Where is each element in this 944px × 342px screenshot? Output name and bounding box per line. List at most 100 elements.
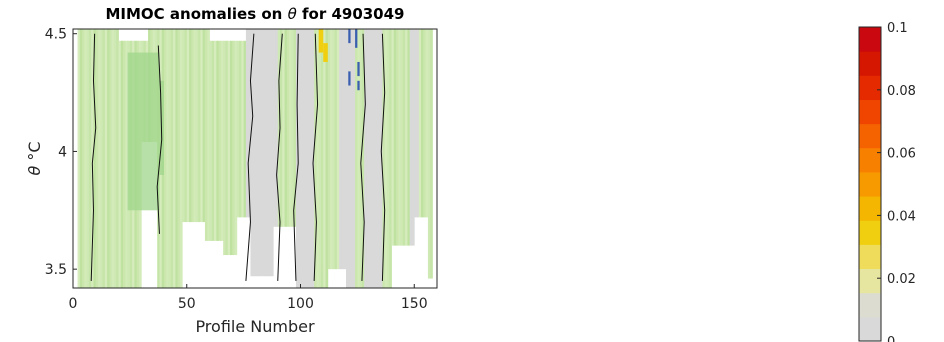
- profile-column: [98, 29, 101, 288]
- hot-anomaly-cell: [323, 43, 328, 62]
- profile-column: [191, 29, 194, 223]
- profile-column: [211, 40, 215, 241]
- profile-column: [418, 29, 422, 218]
- profile-column: [202, 29, 206, 223]
- colorbar-segment: [859, 268, 881, 294]
- profile-column: [393, 29, 397, 246]
- contour-lines: [90, 33, 386, 281]
- profile-column: [164, 29, 167, 288]
- profile-column: [189, 29, 192, 223]
- profile-column: [86, 29, 90, 288]
- profile-column: [100, 29, 103, 288]
- colorbar-segment: [859, 196, 881, 221]
- profile-column: [298, 29, 301, 288]
- profile-column: [284, 29, 288, 227]
- profile-column: [248, 29, 251, 218]
- profile-column: [320, 29, 324, 288]
- profile-column: [348, 29, 351, 288]
- negative-anomaly-cell: [355, 29, 358, 48]
- colorbar-tick-label: 0.02: [887, 272, 916, 287]
- y-axis-label: θ °C: [25, 141, 44, 175]
- profile-column: [216, 40, 219, 241]
- profile-column: [95, 29, 99, 288]
- colorbar-tick-label: 0: [887, 335, 895, 342]
- profile-column: [398, 29, 401, 246]
- profile-column: [427, 29, 431, 279]
- colorbar-segment: [859, 292, 881, 318]
- profile-column: [416, 29, 420, 218]
- profile-column: [123, 40, 126, 288]
- contour-line: [293, 33, 299, 281]
- profile-column: [280, 29, 283, 227]
- profile-column: [111, 29, 115, 288]
- profile-column: [366, 29, 370, 288]
- chart-title-symbol: θ: [288, 5, 297, 23]
- profile-column: [125, 40, 128, 288]
- colorbar-segment: [859, 171, 881, 197]
- profile-column: [179, 29, 183, 288]
- x-tick-label: 50: [178, 296, 196, 312]
- profile-column: [177, 29, 181, 288]
- profile-column: [227, 40, 231, 256]
- profile-column: [430, 29, 433, 279]
- profile-column: [375, 29, 379, 288]
- profile-column: [168, 29, 172, 288]
- contour-line: [360, 33, 366, 281]
- profile-column: [302, 29, 306, 288]
- colorbar-segment: [859, 75, 881, 100]
- profile-column: [261, 29, 265, 277]
- profile-column: [421, 29, 424, 218]
- contour-line: [156, 45, 163, 234]
- profile-column: [88, 29, 92, 288]
- profile-column: [323, 29, 326, 288]
- profile-column: [207, 29, 210, 241]
- profile-column: [273, 29, 276, 227]
- y-tick-label: 4: [58, 144, 67, 160]
- profile-column: [357, 29, 361, 288]
- profile-column: [107, 29, 110, 288]
- profile-column: [305, 29, 308, 288]
- profile-column: [252, 29, 256, 277]
- profile-column: [239, 40, 242, 218]
- profile-column: [314, 29, 317, 288]
- colorbar-segment: [859, 123, 881, 149]
- profile-column: [384, 29, 388, 288]
- profile-column: [245, 29, 249, 218]
- profile-column: [104, 29, 108, 288]
- profile-column: [82, 29, 85, 288]
- profile-column: [195, 29, 199, 223]
- profile-column: [234, 40, 238, 256]
- y-axis-label-symbol: θ: [25, 166, 44, 176]
- profile-column: [377, 29, 381, 288]
- profile-column: [282, 29, 285, 227]
- profile-column: [318, 29, 322, 288]
- profile-column: [339, 29, 342, 270]
- profile-column: [343, 29, 347, 270]
- profile-column: [270, 29, 274, 277]
- profile-column: [402, 29, 406, 246]
- profile-column: [214, 40, 217, 241]
- profile-column: [289, 29, 292, 227]
- profile-column: [414, 29, 417, 218]
- profile-column: [396, 29, 399, 246]
- x-tick-label: 150: [401, 296, 428, 312]
- profile-column: [334, 29, 338, 270]
- contour-line: [312, 33, 319, 281]
- profile-column: [173, 29, 176, 288]
- profile-column: [382, 29, 386, 288]
- profile-column: [220, 40, 224, 241]
- profile-column: [371, 29, 374, 288]
- colorbar-segment: [859, 51, 881, 76]
- profile-column: [364, 29, 367, 288]
- profile-column: [286, 29, 290, 227]
- profile-column: [268, 29, 272, 277]
- negative-anomaly-cell: [348, 29, 351, 44]
- profile-column: [423, 29, 427, 218]
- x-axis: 0 50 100 150: [69, 284, 428, 312]
- colorbar: 0 0.02 0.04 0.06 0.08 0.1: [858, 21, 916, 342]
- contour-line: [380, 33, 386, 281]
- profile-column: [411, 29, 415, 246]
- colorbar-segment: [859, 244, 881, 270]
- colorbar-segment: [859, 147, 881, 173]
